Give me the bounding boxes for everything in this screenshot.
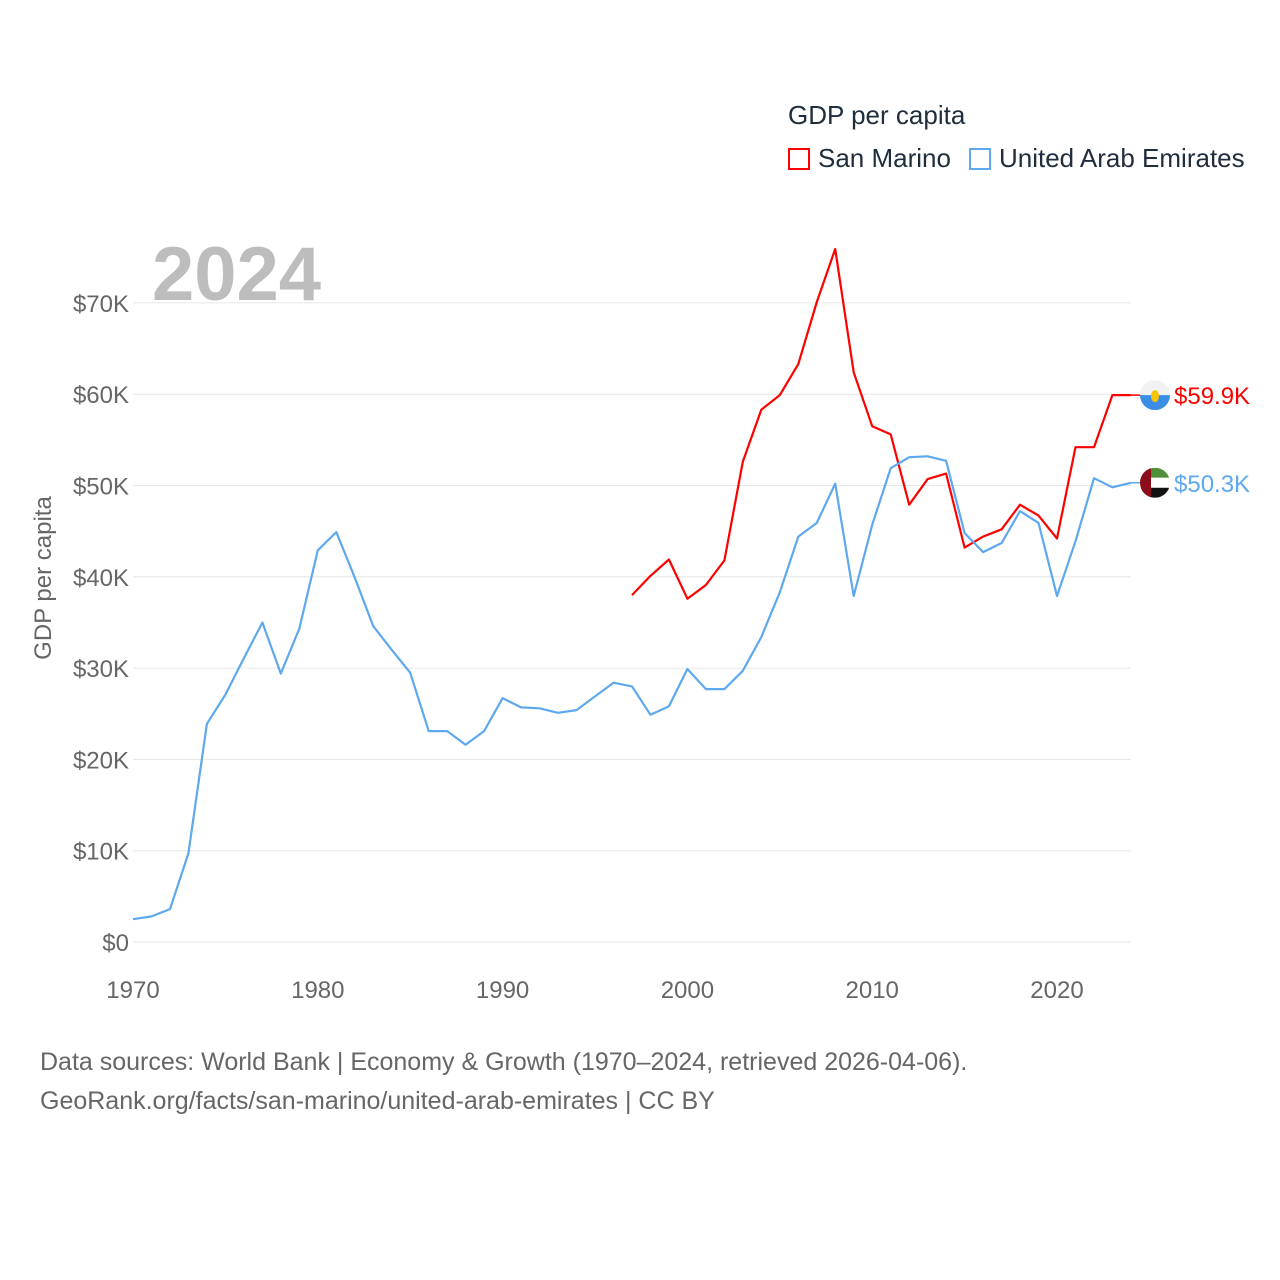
y-tick-label: $0 xyxy=(102,930,129,957)
san-marino-flag-icon xyxy=(1140,380,1170,411)
end-value-label: $59.9K xyxy=(1174,383,1250,410)
x-tick-label: 1980 xyxy=(291,977,344,1004)
legend-item-san-marino[interactable]: San Marino xyxy=(788,143,951,174)
y-tick-label: $70K xyxy=(73,291,129,318)
x-tick-label: 1990 xyxy=(476,977,529,1004)
uae-flag-icon xyxy=(1140,467,1170,498)
data-source: Data sources: World Bank | Economy & Gro… xyxy=(40,1048,968,1076)
legend: GDP per capita San Marino United Arab Em… xyxy=(788,100,1263,174)
legend-title: GDP per capita xyxy=(788,100,966,130)
y-tick-label: $20K xyxy=(73,747,129,774)
series-line-san-marino xyxy=(631,247,1131,600)
legend-item-uae[interactable]: United Arab Emirates xyxy=(968,143,1245,174)
y-tick-label: $10K xyxy=(73,839,129,866)
end-value-label: $50.3K xyxy=(1174,471,1250,498)
x-tick-label: 2010 xyxy=(846,977,899,1004)
legend-label: San Marino xyxy=(818,143,951,173)
y-tick-label: $60K xyxy=(73,382,129,409)
y-axis-label: GDP per capita xyxy=(30,496,57,660)
y-tick-label: $30K xyxy=(73,656,129,683)
y-tick-label: $40K xyxy=(73,565,129,592)
y-tick-label: $50K xyxy=(73,474,129,501)
footer: Data sources: World Bank | Economy & Gro… xyxy=(40,1043,967,1121)
x-tick-label: 2020 xyxy=(1030,977,1083,1004)
series-line-united-arab-emirates xyxy=(132,455,1132,921)
legend-swatch xyxy=(968,147,991,170)
legend-swatch xyxy=(788,147,810,170)
source-link[interactable]: GeoRank.org/facts/san-marino/united-arab… xyxy=(40,1087,715,1115)
legend-label: United Arab Emirates xyxy=(998,143,1245,173)
x-tick-label: 2000 xyxy=(661,977,714,1004)
x-tick-label: 1970 xyxy=(106,977,159,1004)
year-watermark: 2024 xyxy=(152,232,321,317)
